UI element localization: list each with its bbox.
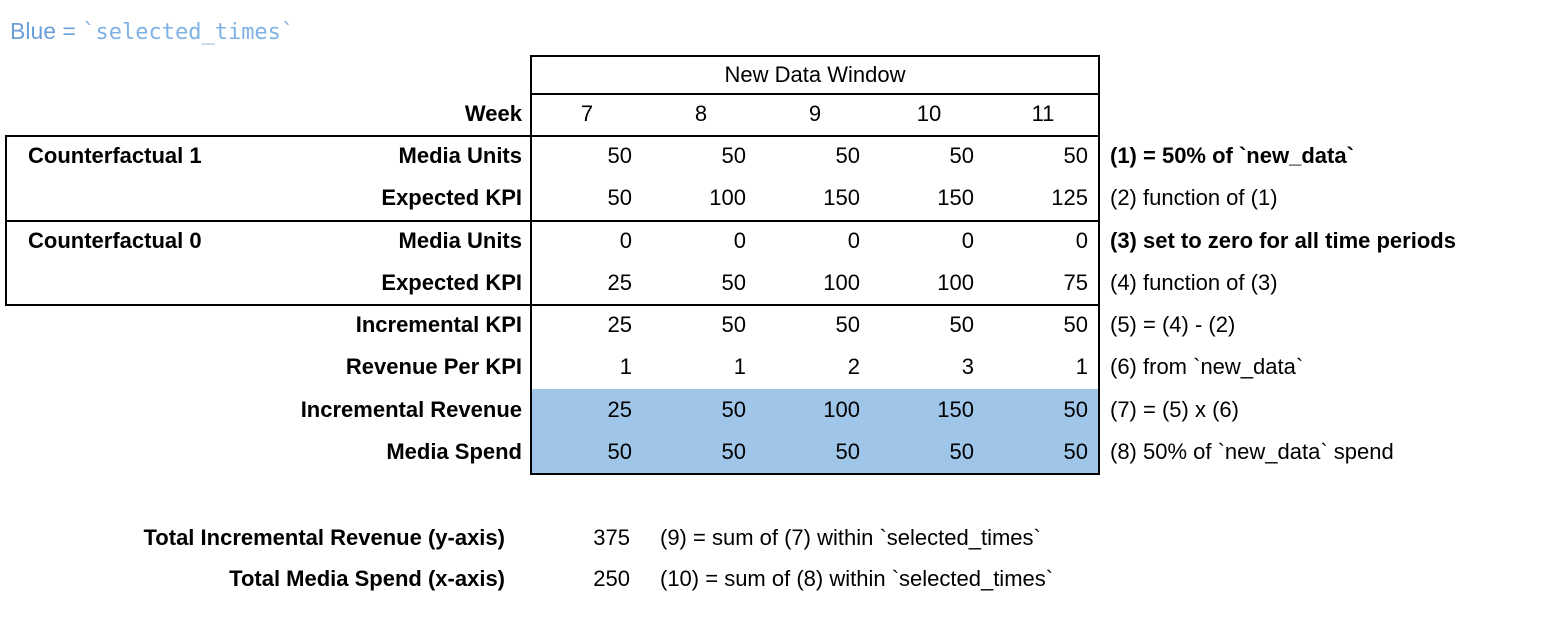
- cell-value: 50: [949, 143, 974, 168]
- row-label: Expected KPI: [381, 185, 522, 210]
- cell-value: 50: [1063, 143, 1088, 168]
- row-annotation: (8) 50% of `new_data` spend: [1110, 439, 1394, 464]
- cell-value: 50: [949, 312, 974, 337]
- cell-value: 50: [949, 439, 974, 464]
- blue-legend-label: Blue =: [10, 18, 83, 44]
- cell-value: 50: [721, 312, 746, 337]
- cell-value: 1: [619, 354, 632, 379]
- table-row-expected-kpi-c1: Expected KPI 50 100 150 150 125 (2) func…: [0, 177, 1544, 219]
- cell-value: 3: [961, 354, 974, 379]
- cell-value: 150: [823, 185, 860, 210]
- week-value: 11: [1031, 101, 1055, 126]
- row-annotation: (4) function of (3): [1110, 270, 1278, 295]
- cell-value: 25: [607, 270, 632, 295]
- cell-value: 50: [1063, 312, 1088, 337]
- cell-value: 50: [607, 439, 632, 464]
- row-annotation: (3) set to zero for all time periods: [1110, 228, 1456, 253]
- row-label: Revenue Per KPI: [345, 354, 522, 379]
- group-label-counterfactual-0: Counterfactual 0: [28, 228, 202, 253]
- row-annotation: (7) = (5) x (6): [1110, 397, 1239, 422]
- row-label: Media Spend: [386, 439, 522, 464]
- cell-value: 50: [607, 143, 632, 168]
- week-value: 9: [808, 101, 822, 126]
- week-value: 8: [694, 101, 708, 126]
- row-label: Incremental KPI: [355, 312, 522, 337]
- table-border-group-divider: [5, 220, 1100, 222]
- row-annotation: (6) from `new_data`: [1110, 354, 1304, 379]
- cell-value: 25: [607, 397, 632, 422]
- week-row: Week 7 8 9 10 11: [0, 93, 1544, 135]
- cell-value: 0: [619, 228, 632, 253]
- cell-value: 125: [1051, 185, 1088, 210]
- cell-value: 150: [937, 185, 974, 210]
- row-annotation: (1) = 50% of `new_data`: [1110, 143, 1354, 168]
- row-annotation: (5) = (4) - (2): [1110, 312, 1236, 337]
- cell-value: 100: [823, 270, 860, 295]
- cell-value: 50: [835, 312, 860, 337]
- cell-value: 50: [607, 185, 632, 210]
- cell-value: 0: [1075, 228, 1088, 253]
- table-row-media-units-c1: Media Units 50 50 50 50 50 (1) = 50% of …: [0, 135, 1544, 177]
- row-label: Expected KPI: [381, 270, 522, 295]
- cell-value: 50: [835, 439, 860, 464]
- total-annotation: (9) = sum of (7) within `selected_times`: [660, 525, 1041, 550]
- row-label: Media Units: [398, 228, 522, 253]
- table-border-data-left: [530, 55, 532, 475]
- table-border-left-outer: [5, 135, 7, 306]
- cell-value: 2: [847, 354, 860, 379]
- total-value: 375: [593, 525, 630, 550]
- cell-value: 100: [709, 185, 746, 210]
- table-row-media-spend: Media Spend 50 50 50 50 50 (8) 50% of `n…: [0, 431, 1544, 473]
- cell-value: 0: [961, 228, 974, 253]
- cell-value: 75: [1063, 270, 1088, 295]
- row-label: Incremental Revenue: [300, 397, 522, 422]
- cell-value: 0: [733, 228, 746, 253]
- cell-value: 25: [607, 312, 632, 337]
- cell-value: 100: [823, 397, 860, 422]
- cell-value: 50: [721, 397, 746, 422]
- total-annotation: (10) = sum of (8) within `selected_times…: [660, 566, 1054, 591]
- table-border-under-week-row: [5, 135, 1100, 137]
- total-value: 250: [593, 566, 630, 591]
- table-row-media-units-c0: Media Units 0 0 0 0 0 (3) set to zero fo…: [0, 220, 1544, 262]
- total-label: Total Incremental Revenue (y-axis): [143, 525, 506, 550]
- cell-value: 1: [1075, 354, 1088, 379]
- cell-value: 50: [721, 439, 746, 464]
- new-data-window-header: New Data Window: [724, 62, 906, 87]
- total-label: Total Media Spend (x-axis): [229, 566, 505, 591]
- table-row-revenue-per-kpi: Revenue Per KPI 1 1 2 3 1 (6) from `new_…: [0, 346, 1544, 388]
- group-label-counterfactual-1: Counterfactual 1: [28, 143, 202, 168]
- row-label: Media Units: [398, 143, 522, 168]
- table-border-under-window-title: [530, 93, 1100, 95]
- table-border-bottom: [530, 473, 1100, 475]
- table-row-incremental-revenue: Incremental Revenue 25 50 100 150 50 (7)…: [0, 389, 1544, 431]
- cell-value: 150: [937, 397, 974, 422]
- cell-value: 50: [721, 270, 746, 295]
- row-annotation: (2) function of (1): [1110, 185, 1278, 210]
- table-row-incremental-kpi: Incremental KPI 25 50 50 50 50 (5) = (4)…: [0, 304, 1544, 346]
- selected-times-highlight: [532, 389, 1098, 473]
- blue-legend-code: `selected_times`: [82, 20, 295, 45]
- cell-value: 0: [847, 228, 860, 253]
- cell-value: 50: [721, 143, 746, 168]
- cell-value: 50: [835, 143, 860, 168]
- week-value: 7: [580, 101, 594, 126]
- cell-value: 50: [1063, 397, 1088, 422]
- cell-value: 50: [1063, 439, 1088, 464]
- total-row-incremental-revenue: Total Incremental Revenue (y-axis) 375 (…: [0, 517, 1544, 559]
- table-row-expected-kpi-c0: Expected KPI 25 50 100 100 75 (4) functi…: [0, 262, 1544, 304]
- week-row-label: Week: [464, 101, 522, 126]
- week-value: 10: [916, 101, 942, 126]
- table-border-under-groups: [5, 304, 1100, 306]
- cell-value: 100: [937, 270, 974, 295]
- total-row-media-spend: Total Media Spend (x-axis) 250 (10) = su…: [0, 558, 1544, 600]
- blue-legend: Blue = `selected_times`: [10, 18, 294, 45]
- cell-value: 1: [733, 354, 746, 379]
- table-border-data-right: [1098, 55, 1100, 475]
- table-border-top: [530, 55, 1100, 57]
